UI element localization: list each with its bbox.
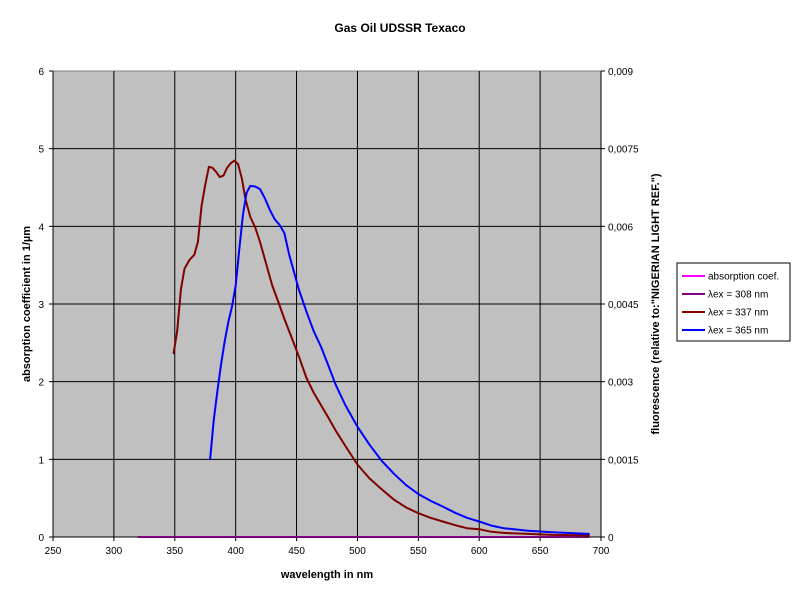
series-line-ex-337-nm xyxy=(172,159,590,537)
series-line-ex-365-nm xyxy=(209,184,590,535)
x-tick-label: 450 xyxy=(288,546,305,557)
y-tick-label: 1 xyxy=(38,455,44,466)
x-axis-title: wavelength in nm xyxy=(280,569,374,581)
y2-tick-label: 0,009 xyxy=(608,67,633,78)
legend: absorption coef. λex = 308 nm λex = 337 nm… xyxy=(676,262,791,342)
chart-title: Gas Oil UDSSR Texaco xyxy=(334,21,465,35)
y2-axis-title: fluorescence (relative to:"NIGERIAN LIGH… xyxy=(650,173,662,434)
legend-label: absorption coef. xyxy=(708,272,779,283)
y2-tick-label: 0,0045 xyxy=(608,300,639,311)
x-tick-label: 550 xyxy=(410,546,427,557)
y-tick-label: 6 xyxy=(38,67,44,78)
x-tick-label: 500 xyxy=(349,546,366,557)
y2-tick-label: 0 xyxy=(608,533,614,544)
x-tick-label: 250 xyxy=(45,546,62,557)
y-tick-label: 5 xyxy=(38,145,44,156)
y-axis-title: absorption coefficient in 1/µm xyxy=(21,226,33,382)
y2-tick-label: 0,0075 xyxy=(608,145,639,156)
legend-label: λex = 337 nm xyxy=(708,308,768,319)
legend-label: λex = 308 nm xyxy=(708,290,768,301)
x-tick-label: 350 xyxy=(166,546,183,557)
y2-axis-ticks: 0 0,0015 0,003 0,0045 0,006 0,0075 0,009 xyxy=(600,67,639,544)
x-tick-label: 300 xyxy=(106,546,123,557)
y-tick-label: 4 xyxy=(38,222,44,233)
y-axis-ticks: 0 1 2 3 4 5 6 xyxy=(38,67,54,544)
x-tick-label: 400 xyxy=(227,546,244,557)
grid-lines xyxy=(53,71,601,537)
y2-tick-label: 0,006 xyxy=(608,222,633,233)
x-tick-label: 650 xyxy=(532,546,549,557)
y-tick-label: 3 xyxy=(38,300,44,311)
x-axis-ticks: 250 300 350 400 450 500 550 600 650 700 xyxy=(45,536,610,557)
x-tick-label: 700 xyxy=(593,546,610,557)
y2-tick-label: 0,0015 xyxy=(608,455,639,466)
y-tick-label: 0 xyxy=(38,533,44,544)
y2-tick-label: 0,003 xyxy=(608,378,633,389)
x-tick-label: 600 xyxy=(471,546,488,557)
legend-label: λex = 365 nm xyxy=(708,326,768,337)
y-tick-label: 2 xyxy=(38,378,44,389)
